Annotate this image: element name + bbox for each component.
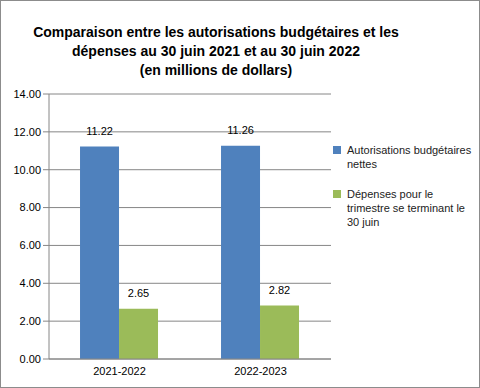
svg-text:14.00: 14.00 [13, 88, 41, 100]
svg-text:0.00: 0.00 [20, 353, 41, 365]
svg-text:8.00: 8.00 [20, 201, 41, 213]
svg-text:4.00: 4.00 [20, 277, 41, 289]
svg-text:6.00: 6.00 [20, 239, 41, 251]
svg-text:2.82: 2.82 [269, 284, 290, 296]
svg-text:2021-2022: 2021-2022 [93, 365, 146, 377]
html-text:(en millions de dollars): (en millions de dollars) [139, 62, 293, 78]
svg-text:2022-2023: 2022-2023 [234, 365, 287, 377]
html-text:Comparaison entre les autorisa: Comparaison entre les autorisations budg… [33, 24, 399, 40]
html-text:Dépenses pour le trimestre se: Dépenses pour le trimestre se terminant … [347, 188, 465, 228]
svg-text:12.00: 12.00 [13, 126, 41, 138]
svg-text:11.22: 11.22 [86, 125, 113, 137]
svg-text:2.65: 2.65 [128, 287, 149, 299]
svg-text:2.00: 2.00 [20, 315, 41, 327]
html-text:Autorisations budgétaires nett: Autorisations budgétaires nettes [347, 144, 472, 170]
svg-text:11.26: 11.26 [227, 124, 254, 136]
svg-text:10.00: 10.00 [13, 164, 41, 176]
html-text:dépenses au 30 juin 2021 et au: dépenses au 30 juin 2021 et au 30 juin 2… [72, 43, 360, 59]
